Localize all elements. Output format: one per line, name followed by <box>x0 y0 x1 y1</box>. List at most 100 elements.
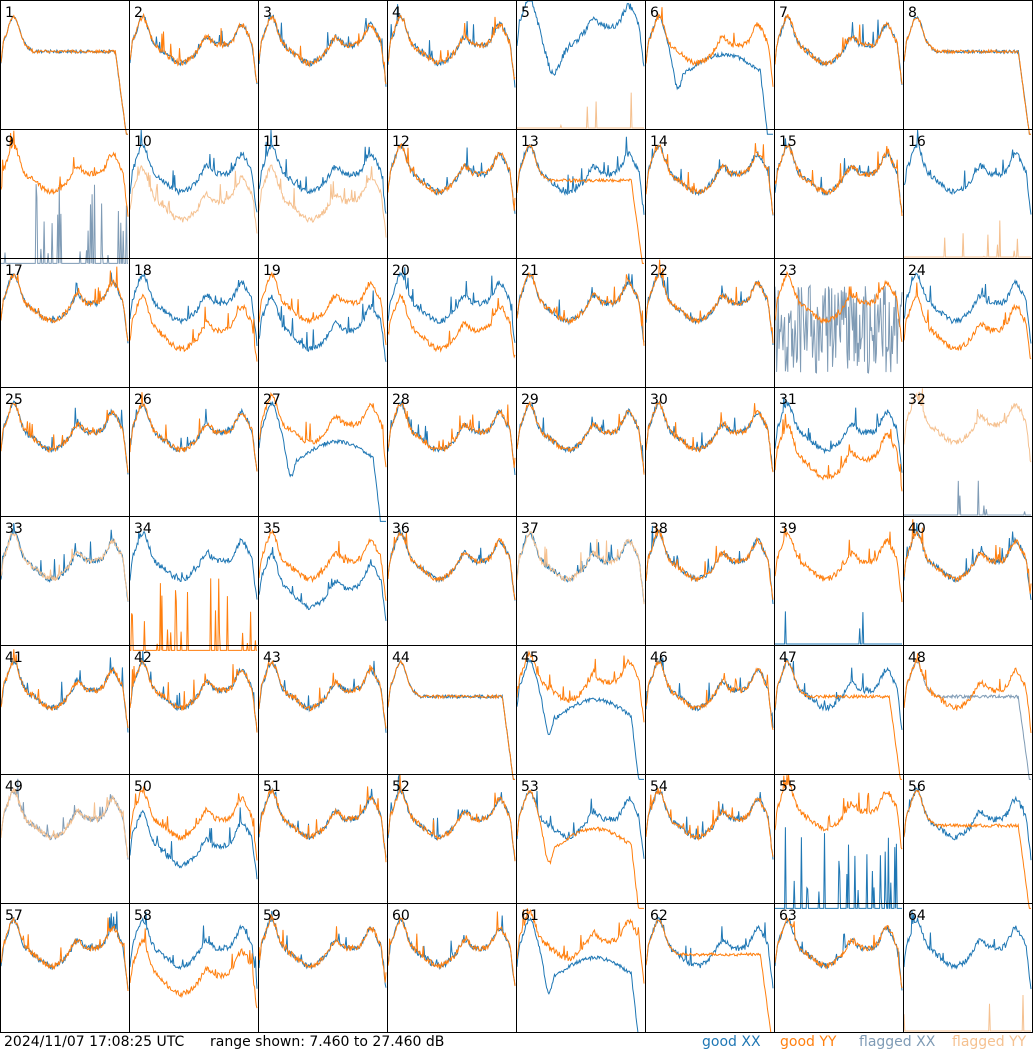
panel-label: 42 <box>134 650 152 666</box>
panel-2: 2 <box>129 0 259 130</box>
series-yy-33 <box>0 532 129 602</box>
series-xx-10 <box>129 129 258 213</box>
series-xx-9 <box>1 184 128 264</box>
series-xx-58 <box>129 911 258 989</box>
series-yy-7 <box>774 13 903 85</box>
series-yy-11 <box>258 164 387 238</box>
panel-54: 54 <box>645 774 775 904</box>
series-yy-59 <box>258 914 387 983</box>
panel-label: 18 <box>134 263 152 279</box>
panel-6: 6 <box>645 0 775 135</box>
panel-border <box>0 129 130 259</box>
series-xx-53 <box>516 789 645 859</box>
series-yy-10 <box>129 164 258 234</box>
series-xx-20 <box>387 267 516 343</box>
series-yy-22 <box>645 259 774 344</box>
legend-good-yy: good YY <box>780 1034 837 1050</box>
series-yy-52 <box>387 774 516 862</box>
panel-border <box>387 0 517 130</box>
panel-label: 61 <box>521 908 539 924</box>
series-yy-27 <box>258 391 387 468</box>
series-yy-57 <box>0 917 129 992</box>
panel-57: 57 <box>0 903 130 1033</box>
panel-label: 4 <box>392 5 401 21</box>
panel-label: 33 <box>5 521 23 537</box>
series-xx-48 <box>903 660 1031 780</box>
panel-label: 54 <box>650 779 668 795</box>
panel-53: 53 <box>516 774 646 909</box>
series-yy-18 <box>129 293 258 362</box>
panel-label: 15 <box>779 134 797 150</box>
series-yy-4 <box>387 14 516 81</box>
panel-56: 56 <box>903 774 1033 909</box>
series-yy-25 <box>0 401 129 473</box>
panel-border <box>516 0 646 130</box>
panel-24: 24 <box>903 258 1033 388</box>
panel-label: 26 <box>134 392 152 408</box>
series-xx-23 <box>774 284 903 374</box>
series-xx-41 <box>0 657 129 733</box>
series-yy-23 <box>774 270 903 343</box>
panel-45: 45 <box>516 645 646 780</box>
series-xx-24 <box>903 272 1032 344</box>
panel-label: 11 <box>263 134 281 150</box>
series-xx-56 <box>903 787 1032 861</box>
series-yy-36 <box>387 530 516 601</box>
panel-label: 25 <box>5 392 23 408</box>
series-yy-31 <box>774 413 903 492</box>
series-xx-35 <box>258 547 387 621</box>
series-xx-18 <box>129 272 258 346</box>
series-yy-26 <box>129 392 258 472</box>
series-yy-35 <box>258 528 387 601</box>
panel-label: 5 <box>521 5 530 21</box>
panel-7: 7 <box>774 0 904 130</box>
panel-label: 19 <box>263 263 281 279</box>
panel-label: 43 <box>263 650 281 666</box>
series-xx-29 <box>516 401 645 474</box>
range-label: range shown: 7.460 to 27.460 dB <box>210 1034 445 1050</box>
panel-61: 61 <box>516 903 646 1033</box>
series-yy-2 <box>129 12 258 84</box>
series-yy-37 <box>516 531 645 605</box>
panel-13: 13 <box>516 129 646 264</box>
panel-label: 7 <box>779 5 788 21</box>
panel-1: 1 <box>0 0 130 135</box>
series-yy-13 <box>516 144 644 264</box>
panel-label: 35 <box>263 521 281 537</box>
series-yy-1 <box>0 14 128 135</box>
panel-59: 59 <box>258 903 388 1033</box>
series-xx-45 <box>516 659 644 780</box>
panel-20: 20 <box>387 258 517 388</box>
panel-label: 13 <box>521 134 539 150</box>
panel-10: 10 <box>129 129 259 259</box>
series-yy-61 <box>516 908 645 984</box>
panel-41: 41 <box>0 645 130 775</box>
panel-19: 19 <box>258 258 388 388</box>
panel-50: 50 <box>129 774 259 904</box>
panel-label: 57 <box>5 908 23 924</box>
series-xx-34 <box>129 530 258 600</box>
panel-label: 22 <box>650 263 668 279</box>
series-yy-5 <box>517 92 644 129</box>
series-xx-25 <box>0 400 129 475</box>
panel-label: 63 <box>779 908 797 924</box>
panel-label: 47 <box>779 650 797 666</box>
panel-9: 9 <box>0 129 130 264</box>
panel-55: 55 <box>774 774 904 909</box>
series-yy-53 <box>516 789 644 909</box>
panel-39: 39 <box>774 516 904 646</box>
panel-31: 31 <box>774 387 904 517</box>
panel-58: 58 <box>129 903 259 1033</box>
series-xx-38 <box>645 525 774 605</box>
series-xx-54 <box>645 790 774 860</box>
series-yy-46 <box>645 659 774 731</box>
series-xx-17 <box>0 272 129 344</box>
series-xx-46 <box>645 657 774 728</box>
panel-21: 21 <box>516 258 646 388</box>
series-xx-64 <box>903 910 1032 990</box>
series-xx-39 <box>775 611 902 645</box>
panel-32: 32 <box>903 387 1033 517</box>
panel-22: 22 <box>645 258 775 388</box>
panel-33: 33 <box>0 516 130 646</box>
